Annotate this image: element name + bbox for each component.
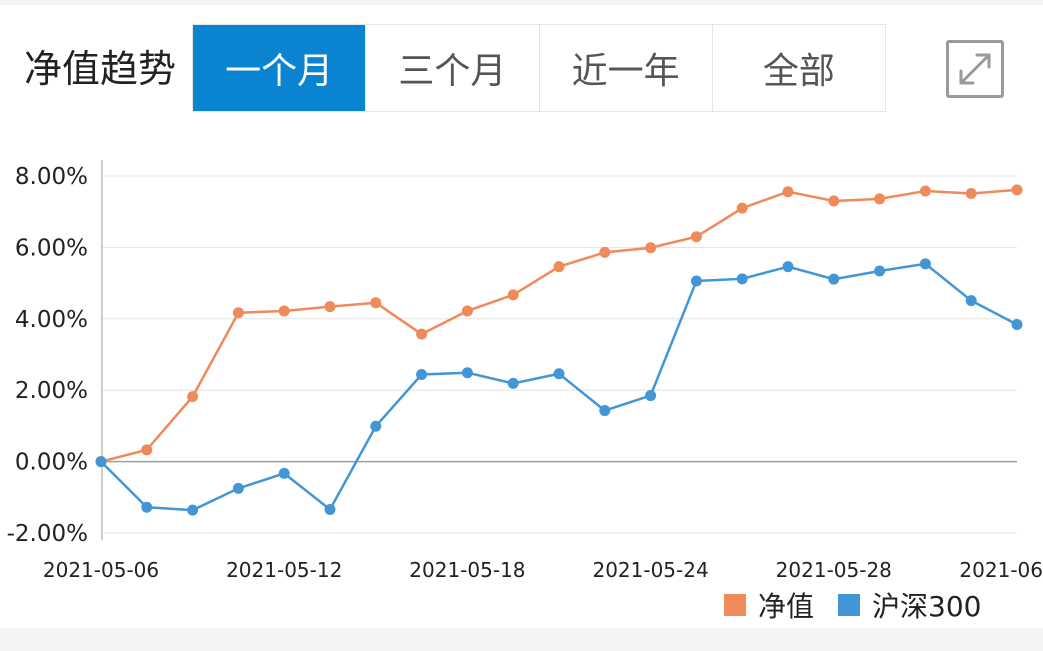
tab-all[interactable]: 全部 <box>762 51 835 92</box>
legend-index: 沪深300 <box>838 585 981 625</box>
expand-button[interactable] <box>946 40 1004 98</box>
data-point-0 <box>690 231 702 243</box>
data-point-1 <box>874 265 886 277</box>
y-tick-label: 0.00% <box>15 450 88 476</box>
data-point-0 <box>278 305 290 317</box>
y-tick-label: 4.00% <box>15 307 88 333</box>
data-point-0 <box>141 444 153 456</box>
data-point-0 <box>187 391 199 403</box>
data-point-0 <box>828 195 840 207</box>
data-point-1 <box>690 275 702 287</box>
data-point-1 <box>141 501 153 513</box>
series-line-0 <box>100 188 1018 463</box>
x-tick-label: 2021-05-28 <box>776 558 892 582</box>
data-point-1 <box>736 273 748 285</box>
tab-one-month[interactable]: 一个月 <box>193 25 367 111</box>
data-point-0 <box>232 307 244 319</box>
legend-label-nav: 净值 <box>758 590 815 623</box>
data-point-0 <box>919 185 931 197</box>
tab-three-months[interactable]: 三个月 <box>366 25 540 111</box>
data-point-1 <box>416 368 428 380</box>
y-tick-label: 8.00% <box>15 164 88 190</box>
data-point-1 <box>919 258 931 270</box>
data-point-1 <box>232 482 244 494</box>
x-tick-label: 2021-05-24 <box>592 558 708 582</box>
x-tick-label: 2021-06 <box>959 558 1043 582</box>
period-tabs: 一个月 三个月 近一年 全部 <box>192 24 886 112</box>
data-point-1 <box>278 467 290 479</box>
data-point-1 <box>95 456 107 468</box>
data-point-0 <box>874 193 886 205</box>
data-point-1 <box>553 368 565 380</box>
data-point-0 <box>507 289 519 301</box>
data-point-1 <box>965 295 977 307</box>
data-point-1 <box>645 390 657 402</box>
data-point-1 <box>782 261 794 273</box>
x-tick-label: 2021-05-06 <box>43 558 159 582</box>
data-point-0 <box>736 202 748 214</box>
data-point-0 <box>965 187 977 199</box>
data-point-0 <box>461 305 473 317</box>
page-title: 净值趋势 <box>24 47 177 91</box>
legend-swatch-index <box>838 594 860 616</box>
legend-swatch-nav <box>724 594 746 616</box>
data-point-0 <box>645 242 657 254</box>
data-point-1 <box>1011 319 1023 331</box>
data-point-1 <box>507 377 519 389</box>
data-point-1 <box>370 420 382 432</box>
tab-one-year[interactable]: 近一年 <box>540 25 713 111</box>
data-point-1 <box>828 273 840 285</box>
data-point-1 <box>187 504 199 516</box>
data-point-0 <box>324 301 336 313</box>
y-tick-label: 2.00% <box>15 378 88 404</box>
series-line-1 <box>100 262 1018 512</box>
y-tick-label: -2.00% <box>7 521 88 547</box>
data-point-0 <box>782 186 794 198</box>
expand-icon <box>959 53 991 85</box>
x-tick-label: 2021-05-18 <box>409 558 525 582</box>
y-tick-label: 6.00% <box>15 235 88 261</box>
data-point-1 <box>461 367 473 379</box>
data-point-1 <box>324 503 336 515</box>
data-point-0 <box>1011 184 1023 196</box>
fund-trend-card <box>0 5 1043 628</box>
data-point-0 <box>370 297 382 309</box>
legend-label-index: 沪深300 <box>872 590 982 623</box>
x-tick-label: 2021-05-12 <box>226 558 342 582</box>
legend-nav: 净值 <box>724 585 814 625</box>
data-point-0 <box>416 328 428 340</box>
data-point-0 <box>599 246 611 258</box>
data-point-1 <box>599 405 611 417</box>
data-point-0 <box>553 261 565 273</box>
